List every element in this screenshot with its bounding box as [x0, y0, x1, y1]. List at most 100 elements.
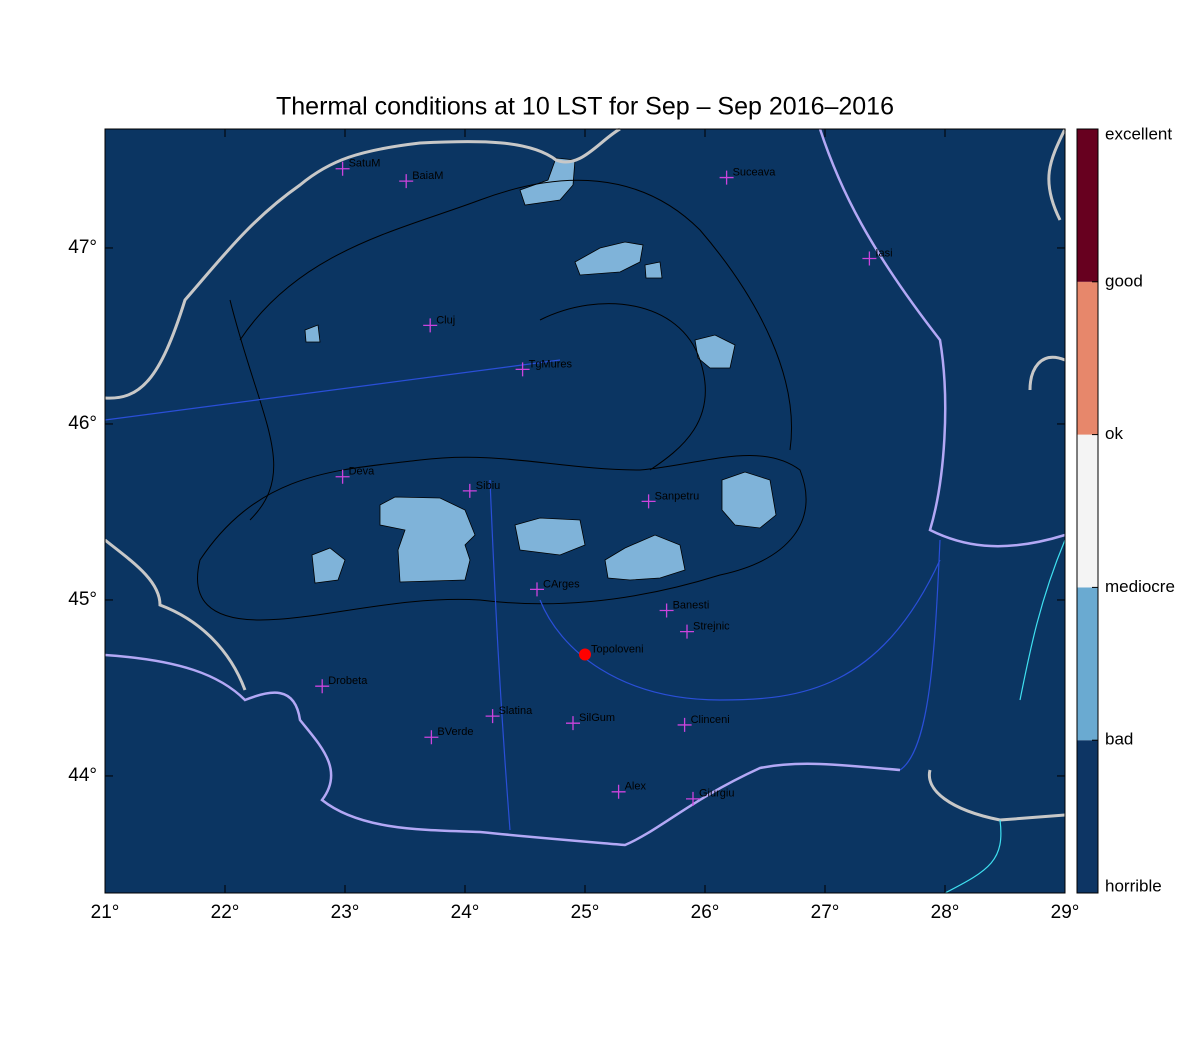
city-marker [677, 717, 692, 732]
city-marker [485, 709, 500, 724]
city-label: TgMures [529, 358, 573, 370]
country-border [104, 127, 1067, 822]
contour [239, 179, 792, 451]
patch [519, 157, 576, 206]
city-label: BVerde [437, 726, 473, 738]
city-label: Topoloveni [591, 643, 644, 655]
city-marker [641, 494, 656, 509]
city-marker [719, 170, 734, 185]
city: Sibiu [462, 480, 500, 498]
map-title: Thermal conditions at 10 LST for Sep – S… [276, 93, 894, 121]
patch [311, 547, 346, 584]
city-marker [335, 161, 350, 176]
bad-patches [304, 157, 777, 584]
city-label: Sibiu [476, 480, 500, 492]
city: Iasi [862, 247, 893, 266]
city-label: Iasi [875, 247, 892, 259]
patch [304, 324, 321, 343]
x-tick-label: 25° [571, 902, 600, 923]
colorbar-label: mediocre [1105, 577, 1175, 596]
city-marker [659, 603, 674, 618]
city: Drobeta [315, 675, 368, 694]
city-marker [335, 469, 350, 484]
colorbar-frame [1076, 128, 1099, 894]
city-label: Alex [625, 781, 647, 793]
y-tick-label: 44° [68, 765, 97, 786]
coastline [944, 539, 1066, 894]
contour [197, 454, 807, 621]
patch [644, 261, 663, 279]
city-marker [399, 174, 414, 189]
contour [539, 303, 706, 471]
contours [197, 179, 807, 621]
colorbar-segment [1077, 434, 1098, 588]
city: Deva [335, 466, 375, 484]
city-marker [566, 716, 580, 731]
patch [694, 334, 736, 369]
colorbar-segment [1077, 129, 1098, 282]
city: Topoloveni [579, 643, 644, 661]
city: Suceava [719, 166, 777, 185]
river [489, 479, 511, 831]
city: Clinceni [677, 714, 730, 732]
colorbar-segment [1077, 281, 1098, 435]
river [539, 559, 941, 701]
city: CArges [530, 578, 580, 597]
city-label: Banesti [673, 599, 710, 611]
x-tick-label: 26° [691, 902, 720, 923]
patch [574, 241, 644, 276]
city: SatuM [335, 158, 381, 176]
city-marker [680, 624, 694, 639]
city-marker [462, 483, 477, 498]
colorbar-label: bad [1105, 730, 1133, 749]
y-tick-label: 47° [68, 237, 97, 258]
city-marker [530, 582, 544, 597]
contour [229, 299, 275, 521]
city: Sanpetru [641, 490, 700, 509]
city-label: Suceava [733, 166, 777, 178]
city: Giurgiu [686, 788, 734, 806]
x-tick-label: 27° [811, 902, 840, 923]
city: Banesti [659, 599, 710, 618]
city: TgMures [515, 358, 573, 377]
colorbar-label: good [1105, 271, 1143, 290]
city-marker [424, 730, 439, 745]
patch [604, 534, 686, 581]
city-label: Giurgiu [699, 788, 734, 800]
city-label: SilGum [579, 712, 615, 724]
city: BaiaM [399, 170, 443, 189]
city-label: Drobeta [328, 675, 368, 687]
map-frame [104, 128, 1066, 894]
river [899, 539, 941, 771]
x-tick-label: 28° [931, 902, 960, 923]
city-label: CArges [543, 578, 580, 590]
city-label: Strejnic [693, 621, 730, 633]
colorbar-label: excellent [1105, 124, 1172, 143]
city-label: BaiaM [412, 170, 443, 182]
national-border [104, 128, 1066, 847]
city: Cluj [423, 314, 455, 333]
x-tick-label: 22° [211, 902, 240, 923]
city: Strejnic [680, 621, 730, 639]
city-marker [315, 679, 330, 694]
city: BVerde [424, 726, 473, 745]
city-marker [611, 784, 626, 799]
city-marker [515, 362, 530, 377]
y-tick-label: 46° [68, 413, 97, 434]
map-area [104, 127, 1067, 894]
city: SilGum [566, 712, 615, 731]
city-marker [579, 648, 591, 661]
city-label: SatuM [349, 158, 381, 170]
city: Slatina [485, 705, 533, 724]
colorbar-segment [1077, 740, 1098, 893]
colorbar-label: ok [1105, 424, 1123, 443]
x-tick-label: 23° [331, 902, 360, 923]
city-label: Sanpetru [655, 490, 700, 502]
patch [721, 471, 777, 529]
y-tick-label: 45° [68, 589, 97, 610]
city-marker [686, 791, 700, 806]
x-tick-label: 29° [1051, 902, 1080, 923]
x-tick-label: 24° [451, 902, 480, 923]
x-tick-label: 21° [91, 902, 120, 923]
city-marker [423, 318, 438, 333]
